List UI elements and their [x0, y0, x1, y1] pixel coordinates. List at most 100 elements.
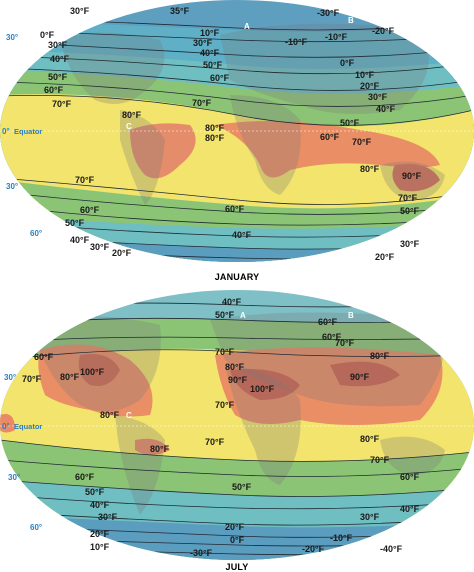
- hot-region-arabia: [330, 361, 400, 387]
- isotherm-label: 70°F: [22, 374, 42, 384]
- equator-label: Equator: [14, 422, 42, 431]
- isotherm-label: 60°F: [320, 132, 340, 142]
- lat-label-30n: 30°: [6, 33, 18, 42]
- point-c: C: [126, 122, 132, 131]
- july-caption: JULY: [225, 562, 249, 572]
- july-map: 30° 0° Equator 30° 60° 40°F 50°F 60°F 60…: [0, 290, 474, 560]
- lat-label-0: 0°: [2, 422, 10, 431]
- isotherm-label: 70°F: [352, 137, 372, 147]
- isotherm-label: 60°F: [44, 85, 64, 95]
- isotherm-label: 0°F: [40, 30, 55, 40]
- january-map-svg: 30° 0° Equator 30° 60° 35°F 30°F 0°F 30°…: [0, 0, 474, 262]
- isotherm-label: 10°F: [90, 542, 110, 552]
- january-map: 30° 0° Equator 30° 60° 35°F 30°F 0°F 30°…: [0, 0, 474, 262]
- isotherm-label: 80°F: [360, 164, 380, 174]
- isotherm-label: 60°F: [75, 472, 95, 482]
- isotherm-label: -40°F: [380, 544, 403, 554]
- isotherm-label: 20°F: [360, 81, 380, 91]
- hot-region-south-america: [135, 438, 170, 455]
- isotherm-label: 30°F: [360, 512, 380, 522]
- isotherm-label: 80°F: [150, 444, 170, 454]
- isotherm-label: 35°F: [170, 6, 190, 16]
- point-a: A: [244, 22, 250, 31]
- isotherm-label: 40°F: [200, 48, 220, 58]
- isotherm-label: 10°F: [355, 70, 375, 80]
- isotherm-label: 30°F: [70, 6, 90, 16]
- lat-label-30s: 30°: [6, 182, 18, 191]
- isotherm-labels-jan: 35°F 30°F 0°F 30°F 40°F 50°F 60°F 70°F -…: [40, 6, 422, 262]
- isotherm-label: 70°F: [215, 400, 235, 410]
- isotherm-label: 80°F: [100, 410, 120, 420]
- isotherm-label: -10°F: [325, 32, 348, 42]
- isotherm-label: 20°F: [90, 529, 110, 539]
- isotherm-label: 90°F: [350, 372, 370, 382]
- isotherm-label: 30°F: [368, 92, 388, 102]
- continent-africa: [230, 95, 301, 195]
- isotherm-label: 100°F: [80, 367, 105, 377]
- isotherm-label: 100°F: [250, 384, 275, 394]
- isotherm-label: 0°F: [230, 535, 245, 545]
- isotherm-label: 60°F: [34, 352, 54, 362]
- isotherm-label: 80°F: [205, 123, 225, 133]
- isotherm-label: 70°F: [215, 347, 235, 357]
- isotherm-label: 60°F: [80, 205, 100, 215]
- isotherm-label: 80°F: [122, 110, 142, 120]
- hot-region-sahara: [230, 369, 300, 400]
- isotherm-label: 40°F: [376, 104, 396, 114]
- isotherm-label: 70°F: [192, 98, 212, 108]
- lat-label-30n: 30°: [4, 373, 16, 382]
- isotherm-label: -20°F: [302, 544, 325, 554]
- point-b: B: [348, 16, 354, 25]
- isotherm-label: 50°F: [85, 487, 105, 497]
- isotherm-label: 50°F: [65, 218, 85, 228]
- hot-region-australia: [392, 164, 440, 192]
- isotherm-label: 50°F: [400, 206, 420, 216]
- isotherm-label: 60°F: [322, 332, 342, 342]
- isotherm-label: 40°F: [70, 235, 90, 245]
- isotherm-label: 50°F: [232, 482, 252, 492]
- isotherm-label: 30°F: [48, 40, 68, 50]
- isotherm-label: -30°F: [190, 548, 213, 558]
- isotherm-label: 0°F: [340, 58, 355, 68]
- continent-eurasia: [220, 23, 429, 115]
- continent-north-america: [30, 316, 161, 412]
- point-a: A: [240, 311, 246, 320]
- continent-australia: [380, 436, 445, 475]
- isotherm-label: 20°F: [112, 248, 132, 258]
- lat-label-60s: 60°: [30, 229, 42, 238]
- isotherm-label: 40°F: [232, 230, 252, 240]
- isotherm-label: 40°F: [400, 504, 420, 514]
- isotherm-label: 20°F: [375, 252, 395, 262]
- isotherm-label: 50°F: [48, 72, 68, 82]
- hot-region-desert-sw: [78, 354, 120, 386]
- isotherm-label: 60°F: [210, 73, 230, 83]
- lat-label-30s: 30°: [8, 473, 20, 482]
- isotherm-label: 30°F: [98, 512, 118, 522]
- isotherm-label: 30°F: [90, 242, 110, 252]
- isotherm-label: 80°F: [60, 372, 80, 382]
- isotherm-label: 70°F: [398, 193, 418, 203]
- isotherm-label: 70°F: [370, 455, 390, 465]
- isotherm-label: 90°F: [228, 375, 248, 385]
- point-b: B: [348, 311, 354, 320]
- isotherm-label: 70°F: [205, 437, 225, 447]
- isotherm-label: 50°F: [215, 310, 235, 320]
- lat-label-60s: 60°: [30, 523, 42, 532]
- point-c: C: [126, 411, 132, 420]
- isotherm-label: 70°F: [335, 338, 355, 348]
- july-map-svg: 30° 0° Equator 30° 60° 40°F 50°F 60°F 60…: [0, 290, 474, 560]
- isotherm-labels-jul: 40°F 50°F 60°F 60°F 70°F 70°F 70°F 80°F …: [22, 297, 420, 558]
- lat-label-0: 0°: [2, 127, 10, 136]
- isotherm-label: 40°F: [222, 297, 242, 307]
- continent-eurasia: [210, 312, 445, 407]
- hot-region-africa-indian: [215, 121, 440, 178]
- isotherm-label: 60°F: [318, 317, 338, 327]
- continent-australia: [380, 161, 445, 200]
- isotherm-label: 20°F: [225, 522, 245, 532]
- isotherm-label: 40°F: [50, 54, 70, 64]
- isotherm-label: 80°F: [360, 434, 380, 444]
- isotherm-label: 40°F: [90, 500, 110, 510]
- isotherm-label: -10°F: [285, 37, 308, 47]
- isotherm-label: 30°F: [193, 38, 213, 48]
- equator-label: Equator: [14, 127, 42, 136]
